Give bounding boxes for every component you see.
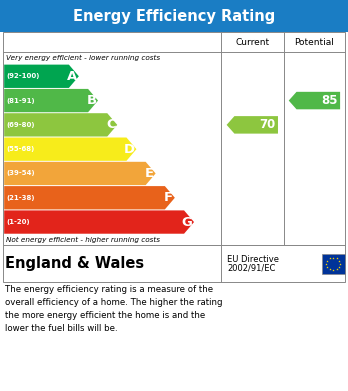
Bar [3, 245, 345, 282]
Text: (69-80): (69-80) [7, 122, 35, 128]
Bar [3, 32, 345, 245]
Text: F: F [164, 191, 173, 204]
Text: (81-91): (81-91) [7, 98, 35, 104]
Text: (92-100): (92-100) [7, 73, 40, 79]
Text: C: C [106, 118, 116, 131]
Text: B: B [86, 94, 96, 107]
Bar [322, 254, 345, 274]
Polygon shape [4, 162, 156, 185]
Text: (39-54): (39-54) [7, 170, 35, 176]
Text: Current: Current [235, 38, 269, 47]
Text: Potential: Potential [294, 38, 334, 47]
Text: (1-20): (1-20) [7, 219, 30, 225]
Text: The energy efficiency rating is a measure of the
overall efficiency of a home. T: The energy efficiency rating is a measur… [5, 285, 223, 333]
Text: D: D [124, 143, 135, 156]
Text: E: E [145, 167, 154, 180]
Text: (55-68): (55-68) [7, 146, 35, 152]
Text: Energy Efficiency Rating: Energy Efficiency Rating [73, 9, 275, 23]
Text: Not energy efficient - higher running costs: Not energy efficient - higher running co… [6, 237, 160, 243]
Polygon shape [4, 210, 194, 234]
Text: EU Directive: EU Directive [227, 255, 279, 264]
Polygon shape [289, 92, 340, 109]
Text: A: A [67, 70, 77, 83]
Polygon shape [4, 65, 79, 88]
Text: 70: 70 [260, 118, 276, 131]
Text: 2002/91/EC: 2002/91/EC [227, 264, 276, 273]
Polygon shape [227, 116, 278, 134]
Text: (21-38): (21-38) [7, 195, 35, 201]
Text: Very energy efficient - lower running costs: Very energy efficient - lower running co… [6, 55, 160, 61]
Polygon shape [4, 89, 98, 112]
Text: 85: 85 [322, 94, 338, 107]
Polygon shape [4, 138, 136, 161]
Text: G: G [182, 215, 192, 229]
Polygon shape [4, 113, 117, 136]
Bar [0, 0, 348, 32]
Text: England & Wales: England & Wales [5, 256, 144, 271]
Polygon shape [4, 186, 175, 210]
